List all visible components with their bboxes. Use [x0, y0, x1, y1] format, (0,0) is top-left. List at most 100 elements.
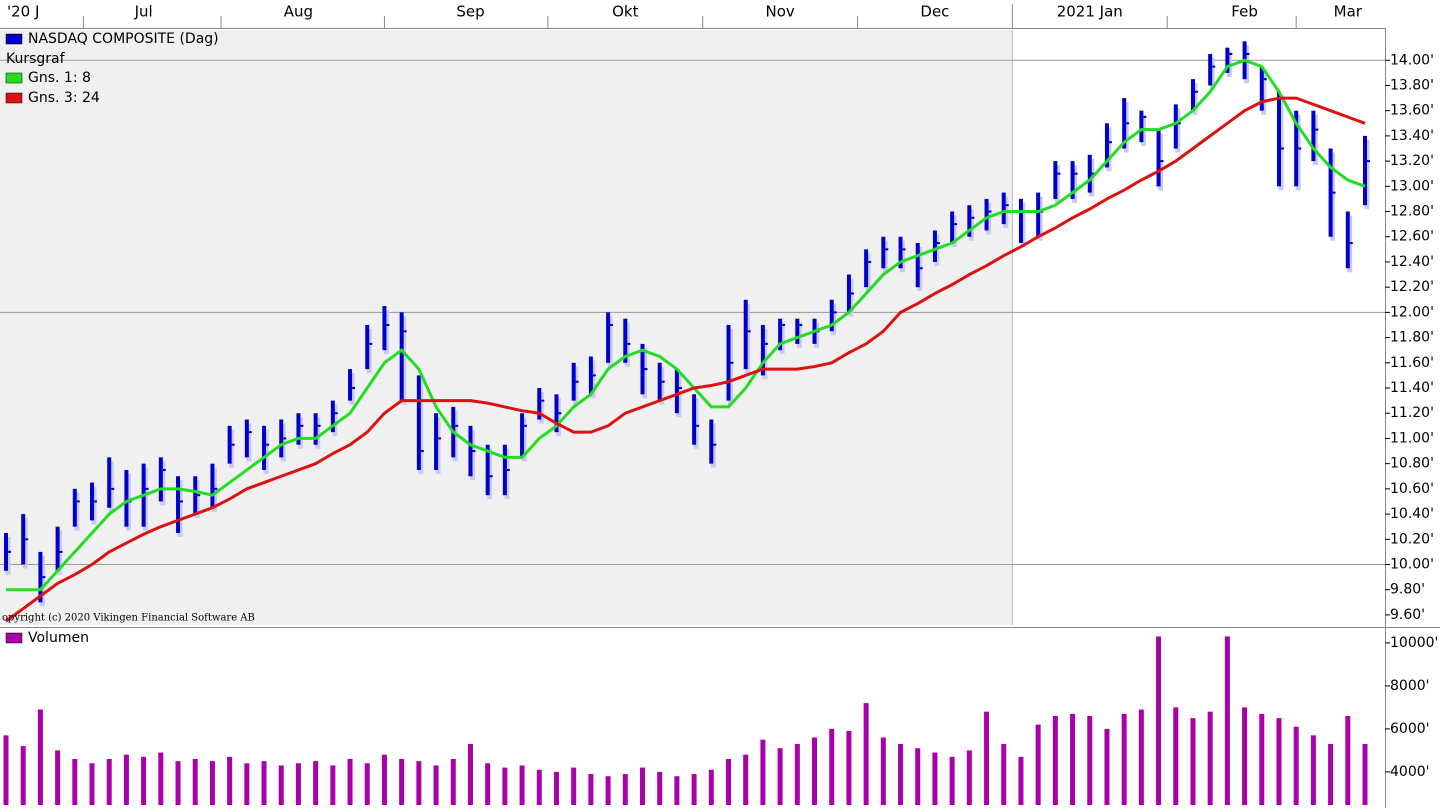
volume-bar: [1173, 707, 1179, 805]
ohlc-range: [468, 425, 473, 477]
y-tick-label: 14.00': [1390, 52, 1434, 68]
ohlc-range: [382, 306, 387, 351]
ohlc-range: [210, 463, 215, 508]
volume-bar: [519, 765, 525, 805]
ohlc-range: [726, 324, 731, 401]
ohlc-range: [1276, 91, 1281, 187]
volume-bar: [880, 737, 886, 805]
ohlc-range: [348, 369, 353, 401]
legend-swatch: [5, 33, 23, 45]
ohlc-range: [674, 369, 679, 414]
y-tick-label: 12.00': [1390, 304, 1434, 320]
volume-bar: [639, 767, 645, 805]
volume-bar: [278, 765, 284, 805]
volume-bar: [1276, 718, 1282, 805]
legend-swatch: [5, 92, 23, 104]
ohlc-range: [520, 413, 525, 458]
y-tick-label: 13.20': [1390, 153, 1434, 169]
x-tick-label: Aug: [284, 3, 313, 21]
ohlc-range: [434, 413, 439, 470]
y-tick-label: 4000': [1390, 764, 1429, 780]
x-tick-label: Jul: [134, 3, 153, 21]
y-tick-label: 11.40': [1390, 380, 1434, 396]
volume-bar: [261, 761, 267, 805]
ohlc-range: [1156, 129, 1161, 187]
volume-bar: [691, 774, 697, 805]
volume-bar: [657, 771, 663, 805]
ohlc-range: [1139, 110, 1144, 143]
volume-bar: [123, 754, 129, 805]
ohlc-range: [984, 198, 989, 231]
y-tick-label: 10.00': [1390, 556, 1434, 572]
y-tick-label: 11.60': [1390, 355, 1434, 371]
volume-bar: [158, 752, 164, 805]
x-tick-label: '20 J: [7, 3, 39, 21]
volume-bar: [1259, 713, 1265, 805]
ohlc-range: [657, 362, 662, 401]
volume-bar: [502, 767, 508, 805]
volume-bar: [984, 711, 990, 805]
volume-bar: [106, 758, 112, 805]
ohlc-range: [1087, 154, 1092, 193]
volume-bar: [1001, 743, 1007, 805]
volume-bar: [708, 769, 714, 805]
ohlc-range: [1122, 98, 1127, 149]
volume-bar: [571, 767, 577, 805]
ohlc-range: [554, 394, 559, 433]
ohlc-range: [640, 343, 645, 395]
y-tick-label: 9.60': [1390, 607, 1425, 623]
volume-bar: [966, 750, 972, 805]
volume-bar: [1070, 713, 1076, 805]
volume-bar: [898, 743, 904, 805]
ohlc-range: [846, 274, 851, 313]
volume-bar: [1293, 726, 1299, 805]
ohlc-range: [21, 514, 26, 565]
volume-bar: [1018, 756, 1024, 805]
ohlc-range: [502, 444, 507, 496]
ohlc-range: [1208, 53, 1213, 86]
volume-bar: [760, 739, 766, 805]
plot: [3, 41, 1370, 805]
x-tick-label: Feb: [1231, 3, 1258, 21]
volume-bar: [3, 735, 9, 805]
volume-bar: [1242, 707, 1248, 805]
ohlc-range: [898, 236, 903, 269]
ohlc-range: [227, 425, 232, 464]
ohlc-range: [743, 299, 748, 370]
ohlc-range: [1173, 104, 1178, 149]
volume-bar: [330, 765, 336, 805]
volume-bar: [846, 731, 852, 805]
ohlc-range: [1018, 198, 1023, 244]
volume-bar: [605, 776, 611, 805]
moving-average: [6, 58, 1366, 592]
volume-bar: [949, 756, 955, 805]
ohlc-range: [1345, 211, 1350, 269]
ohlc-range: [313, 413, 318, 445]
volume-bar: [20, 746, 26, 805]
volume-bar: [915, 748, 921, 805]
ohlc-range: [692, 394, 697, 445]
ohlc-range: [176, 476, 181, 533]
ohlc-range: [1104, 123, 1109, 168]
volume-bar: [433, 765, 439, 805]
x-tick-label: Dec: [920, 3, 949, 21]
volume-bar: [1156, 636, 1162, 805]
y-tick-label: 6000': [1390, 721, 1429, 737]
y-tick-label: 8000': [1390, 678, 1429, 694]
y-tick-label: 11.80': [1390, 330, 1434, 346]
ohlc-range: [365, 324, 370, 370]
volume-bar: [1190, 718, 1196, 805]
legend-label: Gns. 3: 24: [28, 90, 100, 106]
volume-bar: [553, 771, 559, 805]
volume-bar: [244, 763, 250, 805]
ohlc-range: [623, 318, 628, 363]
ohlc-range: [537, 388, 542, 420]
ohlc-range: [55, 526, 60, 571]
x-tick-label: 2021 Jan: [1057, 3, 1123, 21]
volume-bar: [72, 758, 78, 805]
copyright: opyright (c) 2020 Vikingen Financial Sof…: [2, 613, 255, 624]
volume-bar: [777, 748, 783, 805]
x-tick-label: Nov: [765, 3, 794, 21]
ohlc-range: [1363, 135, 1367, 206]
